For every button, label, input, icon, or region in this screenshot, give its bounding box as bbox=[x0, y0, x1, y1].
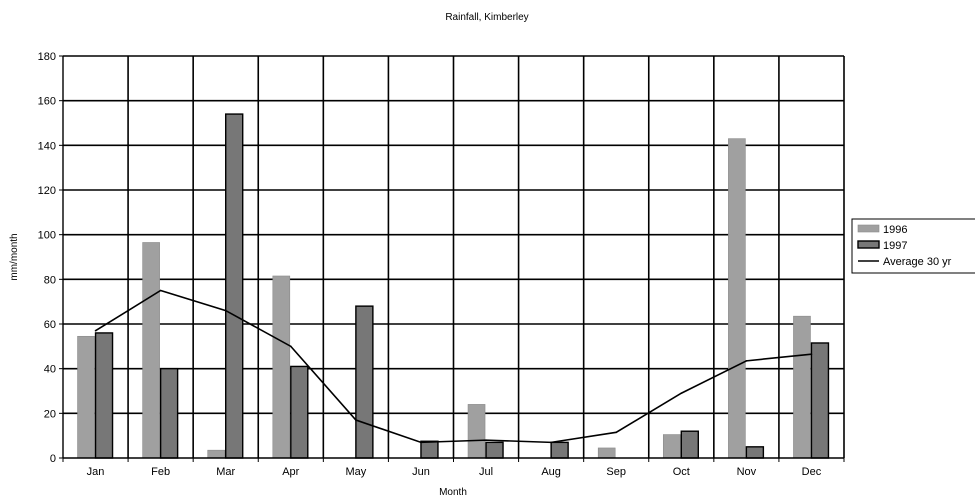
average-point-aug bbox=[550, 441, 552, 444]
x-tick-label: Nov bbox=[737, 466, 757, 478]
x-tick-label: Jun bbox=[412, 466, 430, 478]
y-tick-label: 160 bbox=[38, 96, 56, 108]
y-tick-label: 40 bbox=[44, 364, 56, 376]
y-axis-ticks: 0 20 40 60 80 100 120 140 160 180 bbox=[38, 51, 63, 465]
x-axis-ticks: Jan Feb Mar Apr May Jun Jul Aug Sep Oct Nov Dec bbox=[62, 458, 845, 478]
average-point-oct bbox=[680, 392, 683, 395]
chart-grid bbox=[63, 55, 844, 458]
average-point-feb bbox=[159, 289, 162, 292]
x-tick-label: Jan bbox=[87, 466, 105, 478]
average-point-jan bbox=[94, 329, 97, 332]
legend-1996-label: 1996 bbox=[883, 224, 907, 236]
average-point-mar bbox=[224, 309, 227, 312]
average-point-sep bbox=[615, 431, 618, 434]
legend-average-30-yr-label: Average 30 yr bbox=[883, 256, 952, 268]
average-point-apr bbox=[289, 345, 292, 348]
bar-1996-jul bbox=[467, 404, 486, 459]
bar-1996-mar bbox=[207, 449, 226, 459]
x-tick-label: Feb bbox=[151, 466, 170, 478]
y-tick-label: 60 bbox=[44, 319, 56, 331]
bar-1996-dec bbox=[793, 315, 811, 459]
bar-1996-jan bbox=[77, 335, 95, 459]
bar-1997-feb bbox=[159, 367, 179, 459]
x-tick-label: Aug bbox=[541, 466, 561, 478]
x-tick-label: Oct bbox=[673, 466, 690, 478]
y-tick-label: 0 bbox=[50, 453, 56, 465]
y-tick-label: 180 bbox=[38, 51, 56, 63]
bar-1996-apr bbox=[272, 275, 291, 459]
bar-1997-nov bbox=[745, 446, 765, 459]
average-point-dec bbox=[810, 353, 813, 355]
bar-1997-apr bbox=[290, 365, 309, 459]
average-line-series bbox=[94, 289, 813, 444]
chart-legend: 1996 1997 Average 30 yr bbox=[851, 218, 975, 274]
x-tick-label: Jul bbox=[479, 466, 493, 478]
average-point-jul bbox=[485, 439, 487, 441]
y-axis-label: mm/month bbox=[9, 233, 20, 280]
legend-1997-swatch bbox=[857, 240, 880, 249]
bar-1996-sep bbox=[597, 447, 616, 459]
legend-1996-swatch bbox=[857, 224, 880, 233]
average-point-nov bbox=[745, 360, 748, 362]
bar-1997-oct bbox=[680, 430, 699, 459]
bar-1997-jun bbox=[420, 440, 439, 459]
bar-1996-feb bbox=[142, 242, 160, 459]
chart-title: Rainfall, Kimberley bbox=[445, 12, 528, 23]
y-tick-label: 120 bbox=[38, 185, 56, 197]
y-tick-label: 100 bbox=[38, 230, 56, 242]
x-axis-label: Month bbox=[439, 487, 467, 498]
bar-1997-jul bbox=[485, 441, 504, 459]
x-tick-label: Sep bbox=[606, 466, 626, 478]
x-tick-label: Mar bbox=[216, 466, 235, 478]
x-tick-label: May bbox=[345, 466, 366, 478]
average-line bbox=[95, 289, 812, 444]
y-tick-label: 80 bbox=[44, 274, 56, 286]
x-tick-label: Apr bbox=[282, 466, 299, 478]
x-tick-label: Dec bbox=[802, 466, 822, 478]
y-tick-label: 20 bbox=[44, 408, 56, 420]
bar-1996-oct bbox=[662, 434, 681, 459]
average-point-jun bbox=[420, 441, 422, 444]
bar-1997-jan bbox=[94, 332, 114, 459]
average-point-may bbox=[355, 419, 357, 421]
legend-1997-label: 1997 bbox=[883, 240, 907, 252]
bar-1997-aug bbox=[550, 441, 569, 459]
bar-1996-nov bbox=[728, 138, 746, 459]
y-tick-label: 140 bbox=[38, 140, 56, 152]
bar-1997-mar bbox=[225, 113, 244, 459]
bar-1997-may bbox=[355, 305, 374, 459]
bar-1997-dec bbox=[810, 342, 830, 459]
